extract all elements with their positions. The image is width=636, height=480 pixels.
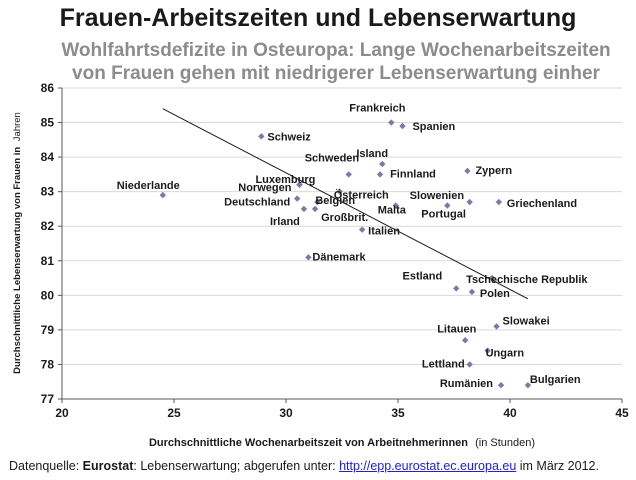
- data-label: Estland: [403, 270, 443, 282]
- data-label: Schweden: [305, 152, 360, 164]
- data-label: Dänemark: [312, 251, 366, 263]
- data-point: [159, 191, 166, 199]
- data-point: [296, 181, 303, 188]
- data-label: Schweiz: [267, 131, 311, 143]
- data-point: [345, 171, 352, 178]
- x-tick-label-20: 20: [55, 406, 69, 420]
- source-link[interactable]: http://epp.eurostat.ec.europa.eu: [339, 459, 517, 473]
- data-label: Griechenland: [507, 198, 577, 210]
- source-middle: : Lebenserwartung; abgerufen unter:: [133, 459, 340, 473]
- data-point: [314, 198, 321, 206]
- x-axis-label: Durchschnittliche Wochenarbeitszeit von …: [149, 437, 535, 449]
- data-point: [336, 188, 343, 195]
- data-point: [399, 122, 406, 130]
- data-point: [300, 205, 308, 213]
- x-axis-label-main: Durchschnittliche Wochenarbeitszeit von …: [149, 437, 468, 449]
- x-tick-label-40: 40: [503, 406, 517, 420]
- data-point: [379, 160, 386, 168]
- data-point: [484, 347, 491, 354]
- y-tick-label-77: 77: [41, 392, 55, 406]
- y-tick-label-82: 82: [41, 219, 55, 233]
- data-label: Litauen: [437, 323, 476, 335]
- data-label: Rumänien: [440, 378, 493, 390]
- data-label: Frankreich: [349, 103, 406, 115]
- data-label: Norwegen: [238, 182, 291, 194]
- data-label: Finnland: [390, 168, 436, 180]
- y-tick-label-78: 78: [41, 357, 55, 371]
- data-label: Ungarn: [486, 348, 525, 360]
- data-point: [495, 198, 502, 206]
- y-axis-label: Durchschnittliche Lebenserwartung von Fr…: [12, 112, 23, 374]
- data-label: Malta: [378, 204, 407, 216]
- data-label: Island: [356, 148, 388, 160]
- data-label: Italien: [368, 226, 400, 238]
- data-point: [466, 198, 473, 206]
- x-tick-label-45: 45: [615, 406, 629, 420]
- data-label: Tschechische Republik: [466, 274, 588, 286]
- source-suffix: im März 2012.: [516, 459, 599, 473]
- source-prefix: Datenquelle:: [9, 459, 83, 473]
- chart-subtitle-line-2: von Frauen gehen mit niedrigerer Lebense…: [72, 63, 600, 84]
- data-point: [466, 361, 473, 368]
- y-tick-label-86: 86: [41, 81, 55, 95]
- data-point: [258, 133, 265, 140]
- data-label: Spanien: [412, 121, 455, 133]
- data-label: Slowenien: [410, 190, 465, 202]
- data-label: Großbrit.: [321, 212, 368, 224]
- data-point: [358, 226, 366, 233]
- data-points: [159, 119, 532, 389]
- data-point: [524, 381, 532, 389]
- data-point: [453, 285, 460, 292]
- y-axis-label-unit: Jahren: [12, 112, 23, 141]
- data-label: Belgien: [315, 195, 355, 207]
- data-point: [388, 119, 395, 126]
- page-title: Frauen-Arbeitszeiten und Lebenserwartung: [59, 4, 577, 32]
- data-label: Luxemburg: [255, 174, 315, 186]
- axes: 20 25 30 35 40 45 77 78 79 80 81 82 83 84 85 86: [41, 81, 629, 420]
- x-axis-label-unit: (in Stunden): [475, 437, 535, 449]
- y-tick-label-81: 81: [41, 254, 55, 268]
- y-tick-label-79: 79: [41, 323, 55, 337]
- source-name: Eurostat: [82, 459, 134, 473]
- data-point: [376, 171, 384, 178]
- data-point: [462, 337, 469, 344]
- y-tick-label-83: 83: [41, 185, 55, 199]
- data-point: [305, 254, 312, 261]
- data-point: [294, 195, 301, 202]
- data-point: [488, 274, 496, 282]
- data-label: Niederlande: [117, 180, 180, 192]
- data-label: Bulgarien: [530, 374, 581, 386]
- y-tick-label-84: 84: [41, 150, 55, 164]
- y-axis-label-main: Durchschnittliche Lebenserwartung von Fr…: [12, 147, 23, 374]
- data-label: Deutschland: [224, 197, 290, 209]
- data-label: Lettland: [422, 358, 465, 370]
- point-labels: Niederlande Schweiz Frankreich Spanien Islan…: [117, 103, 589, 391]
- chart-subtitle-line-1: Wohlfahrtsdefizite in Osteuropa: Lange W…: [61, 40, 611, 61]
- data-label: Zypern: [475, 165, 512, 177]
- x-tick-label-25: 25: [167, 406, 181, 420]
- data-label: Irland: [270, 216, 300, 228]
- x-tick-label-30: 30: [279, 406, 293, 420]
- trendline: [162, 108, 529, 300]
- y-tick-label-85: 85: [41, 116, 55, 130]
- data-point: [311, 205, 319, 213]
- source-note: Datenquelle: Eurostat: Lebenserwartung; …: [9, 459, 599, 473]
- data-label: Polen: [480, 288, 510, 300]
- gridlines: [62, 87, 622, 400]
- data-point: [497, 381, 505, 389]
- data-point: [392, 202, 399, 209]
- data-point: [464, 167, 471, 175]
- data-label: Österreich: [334, 189, 389, 202]
- data-point: [444, 202, 451, 209]
- data-point: [493, 323, 500, 330]
- data-label: Slowakei: [503, 315, 550, 327]
- data-label: Portugal: [421, 208, 466, 220]
- x-tick-label-35: 35: [391, 406, 405, 420]
- data-point: [468, 288, 476, 296]
- y-tick-label-80: 80: [41, 288, 55, 302]
- trendline-group: [162, 108, 529, 300]
